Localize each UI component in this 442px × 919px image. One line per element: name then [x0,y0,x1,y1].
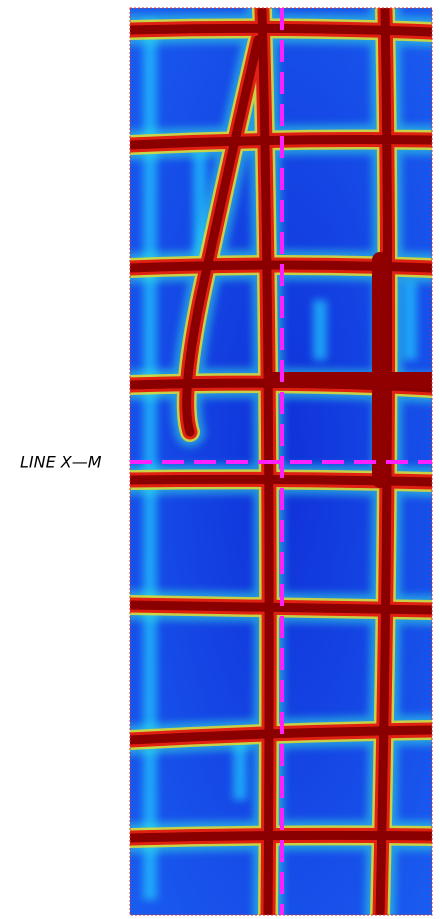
line-label: LINE X—M [20,453,102,472]
heatmap [130,8,432,915]
